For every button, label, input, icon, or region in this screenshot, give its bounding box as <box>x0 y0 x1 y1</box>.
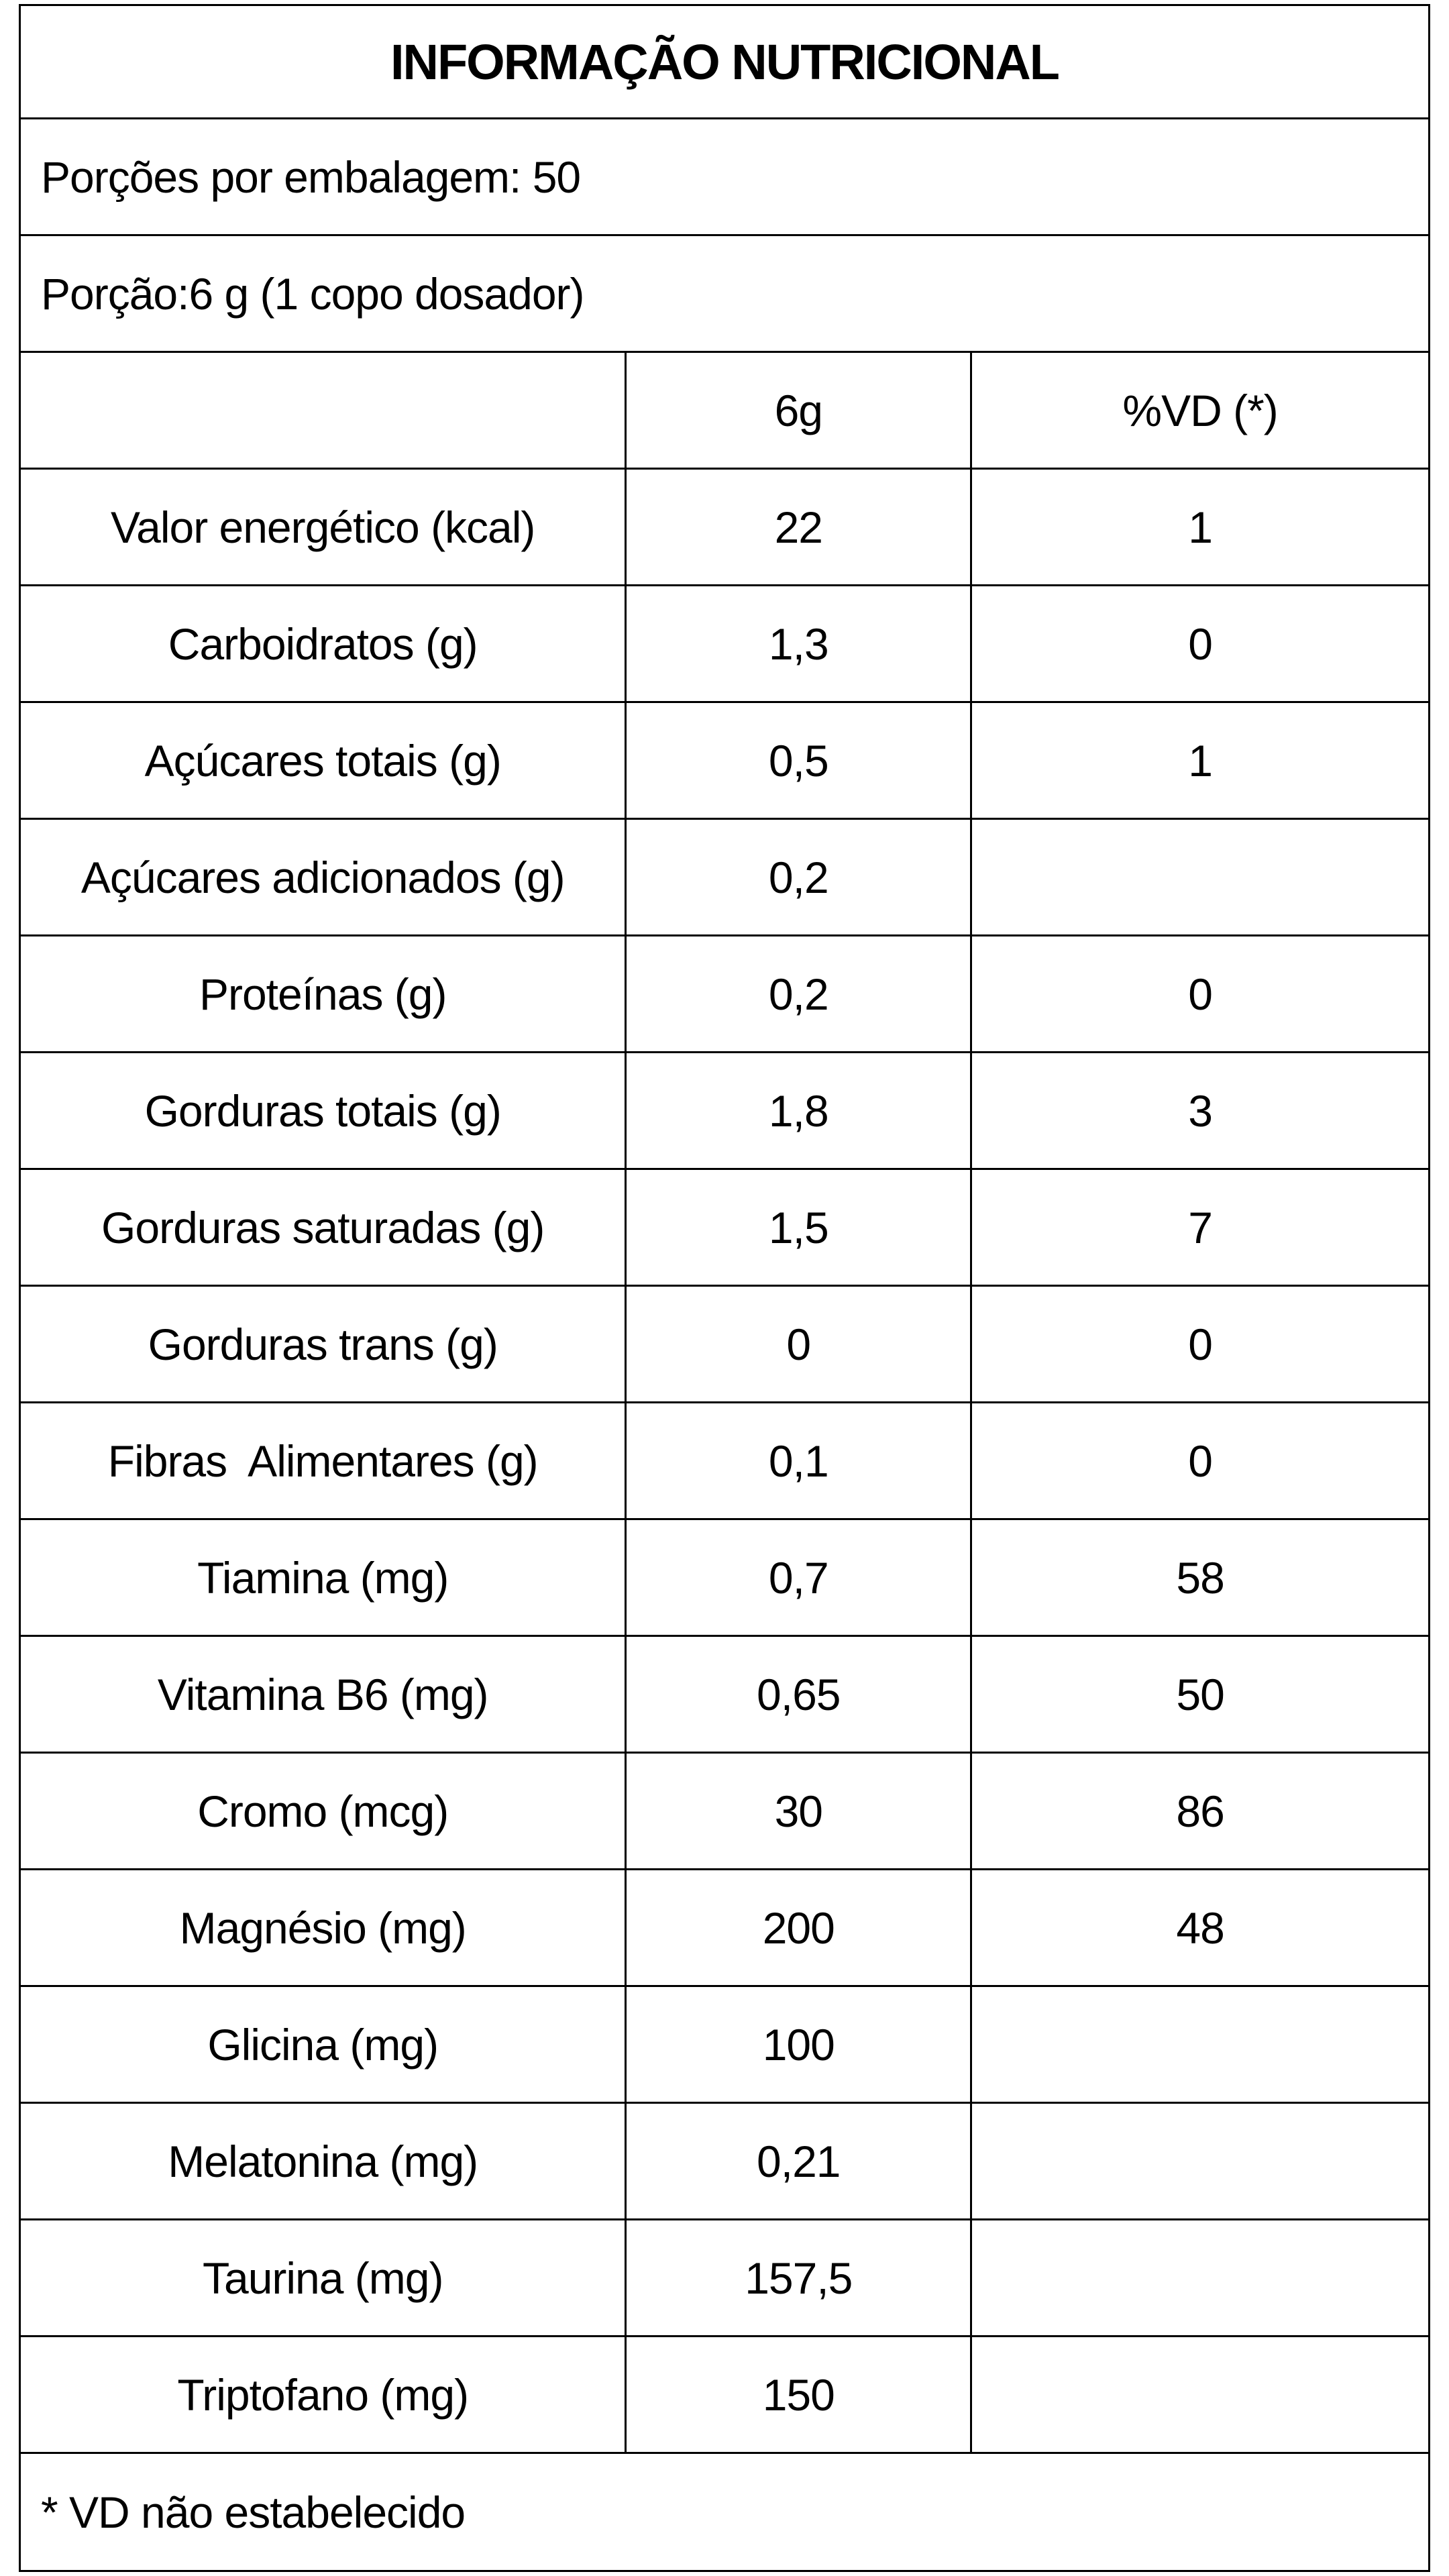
nutrient-dv: 48 <box>970 1868 1430 1987</box>
nutrient-name: Açúcares totais (g) <box>18 701 627 820</box>
nutrient-amount: 22 <box>625 468 973 586</box>
nutrient-name: Valor energético (kcal) <box>18 468 627 586</box>
nutrient-name: Açúcares adicionados (g) <box>18 818 627 936</box>
nutrient-amount: 0,2 <box>625 818 973 936</box>
nutrient-amount: 1,8 <box>625 1051 973 1170</box>
nutrient-name: Vitamina B6 (mg) <box>18 1635 627 1754</box>
table-row-gorduras-totais: Gorduras totais (g) 1,8 3 <box>18 1051 1430 1170</box>
nutrient-amount: 1,5 <box>625 1168 973 1287</box>
nutrient-amount: 100 <box>625 1985 973 2104</box>
table-row-magnesio: Magnésio (mg) 200 48 <box>18 1868 1430 1987</box>
column-header-row: 6g %VD (*) <box>18 351 1430 470</box>
nutrient-amount: 0 <box>625 1285 973 1403</box>
nutrient-dv <box>970 818 1430 936</box>
nutrient-amount: 1,3 <box>625 584 973 703</box>
nutrient-amount: 0,1 <box>625 1401 973 1520</box>
table-row-acucares-totais: Açúcares totais (g) 0,5 1 <box>18 701 1430 820</box>
nutrient-amount: 0,7 <box>625 1518 973 1637</box>
column-header-empty <box>18 351 627 470</box>
nutrient-name: Tiamina (mg) <box>18 1518 627 1637</box>
nutrient-dv <box>970 2102 1430 2220</box>
table-row-gorduras-saturadas: Gorduras saturadas (g) 1,5 7 <box>18 1168 1430 1287</box>
nutrient-dv: 0 <box>970 584 1430 703</box>
nutrient-amount: 0,5 <box>625 701 973 820</box>
nutrient-amount: 157,5 <box>625 2218 973 2337</box>
footnote-row: * VD não estabelecido <box>19 2452 1430 2572</box>
nutrient-dv <box>970 2218 1430 2337</box>
table-row-gorduras-trans: Gorduras trans (g) 0 0 <box>18 1285 1430 1403</box>
table-row-proteinas: Proteínas (g) 0,2 0 <box>18 934 1430 1053</box>
table-row-melatonina: Melatonina (mg) 0,21 <box>18 2102 1430 2220</box>
table-row-glicina: Glicina (mg) 100 <box>18 1985 1430 2104</box>
nutrient-name: Melatonina (mg) <box>18 2102 627 2220</box>
table-row-carboidratos: Carboidratos (g) 1,3 0 <box>18 584 1430 703</box>
nutrient-amount: 0,2 <box>625 934 973 1053</box>
nutrient-dv: 50 <box>970 1635 1430 1754</box>
nutrient-amount: 150 <box>625 2335 973 2454</box>
footnote-text: * VD não estabelecido <box>19 2452 1430 2572</box>
nutrient-amount: 0,65 <box>625 1635 973 1754</box>
nutrient-name: Gorduras trans (g) <box>18 1285 627 1403</box>
nutrient-dv <box>970 1985 1430 2104</box>
table-row-cromo: Cromo (mcg) 30 86 <box>18 1752 1430 1870</box>
nutrient-name: Gorduras saturadas (g) <box>18 1168 627 1287</box>
table-row-fibras-alimentares: Fibras Alimentares (g) 0,1 0 <box>18 1401 1430 1520</box>
table-row-triptofano: Triptofano (mg) 150 <box>18 2335 1430 2454</box>
nutrient-amount: 0,21 <box>625 2102 973 2220</box>
nutrient-amount: 30 <box>625 1752 973 1870</box>
table-row-tiamina: Tiamina (mg) 0,7 58 <box>18 1518 1430 1637</box>
servings-per-package-text: Porções por embalagem: 50 <box>19 117 1430 236</box>
column-header-dv: %VD (*) <box>970 351 1430 470</box>
table-row-taurina: Taurina (mg) 157,5 <box>18 2218 1430 2337</box>
nutrient-dv: 7 <box>970 1168 1430 1287</box>
title-row: INFORMAÇÃO NUTRICIONAL <box>19 4 1430 119</box>
portion-size-text: Porção:6 g (1 copo dosador) <box>19 234 1430 353</box>
nutrient-name: Gorduras totais (g) <box>18 1051 627 1170</box>
nutrient-amount: 200 <box>625 1868 973 1987</box>
nutrition-table: INFORMAÇÃO NUTRICIONAL Porções por embal… <box>18 4 1430 2572</box>
table-row-vitamina-b6: Vitamina B6 (mg) 0,65 50 <box>18 1635 1430 1754</box>
column-header-amount: 6g <box>625 351 973 470</box>
nutrient-name: Taurina (mg) <box>18 2218 627 2337</box>
nutrient-dv: 3 <box>970 1051 1430 1170</box>
nutrient-dv <box>970 2335 1430 2454</box>
nutrient-dv: 1 <box>970 468 1430 586</box>
nutrient-name: Proteínas (g) <box>18 934 627 1053</box>
nutrient-dv: 0 <box>970 1285 1430 1403</box>
servings-row: Porções por embalagem: 50 <box>19 117 1430 236</box>
nutrient-name: Glicina (mg) <box>18 1985 627 2104</box>
nutrient-name: Triptofano (mg) <box>18 2335 627 2454</box>
page-title: INFORMAÇÃO NUTRICIONAL <box>19 4 1430 119</box>
table-row-acucares-adicionados: Açúcares adicionados (g) 0,2 <box>18 818 1430 936</box>
nutrient-dv: 1 <box>970 701 1430 820</box>
nutrient-name: Carboidratos (g) <box>18 584 627 703</box>
table-row-valor-energetico: Valor energético (kcal) 22 1 <box>18 468 1430 586</box>
nutrient-dv: 0 <box>970 934 1430 1053</box>
portion-row: Porção:6 g (1 copo dosador) <box>19 234 1430 353</box>
nutrient-name: Cromo (mcg) <box>18 1752 627 1870</box>
nutrient-dv: 0 <box>970 1401 1430 1520</box>
nutrient-dv: 86 <box>970 1752 1430 1870</box>
nutrient-name: Fibras Alimentares (g) <box>18 1401 627 1520</box>
nutrient-dv: 58 <box>970 1518 1430 1637</box>
nutrient-name: Magnésio (mg) <box>18 1868 627 1987</box>
